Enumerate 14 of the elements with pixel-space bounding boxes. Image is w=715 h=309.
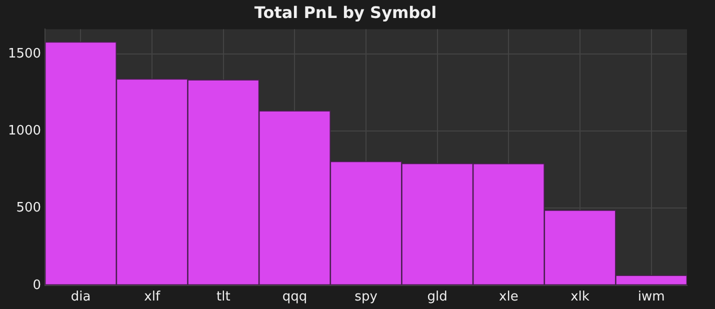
chart-title: Total PnL by Symbol (254, 2, 437, 22)
y-tick-label: 1000 (8, 123, 42, 138)
y-tick-label: 500 (16, 200, 42, 216)
x-tick-label: qqq (282, 290, 308, 305)
x-tick-label: iwm (638, 290, 665, 305)
x-tick-label: dia (70, 290, 91, 305)
x-tick-label: xlf (144, 290, 160, 305)
x-tick-label: xle (499, 290, 518, 305)
y-tick-label: 1500 (8, 46, 42, 62)
x-tick-label: xlk (570, 290, 590, 305)
x-tick-label: gld (427, 290, 448, 305)
x-tick-label: tlt (216, 290, 230, 305)
x-tick-label: spy (354, 290, 378, 305)
y-tick-label: 0 (32, 278, 42, 293)
